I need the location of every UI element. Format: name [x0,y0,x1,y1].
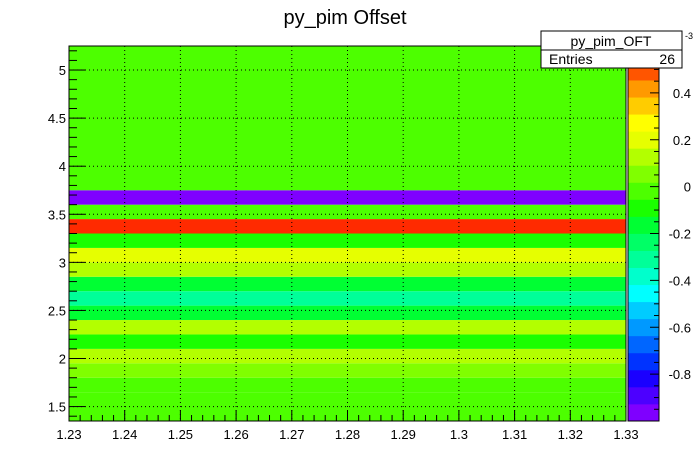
x-tick-label: 1.23 [56,427,81,442]
y-tick-label: 1.5 [48,400,66,415]
colorbar-tick-label: -0.2 [669,227,691,242]
heatmap-band [69,204,626,220]
colorbar-segment [628,233,659,251]
color-palette-axis: 0.4 0.2 0 -0.2 -0.4 -0.6 -0.8 -3 [627,31,693,422]
colorbar-segment [628,335,659,354]
y-tick-label: 4.5 [48,111,66,126]
colorbar-tick-label: 0 [684,180,691,195]
heatmap-band [69,190,626,205]
heatmap-band [69,305,626,321]
heatmap-band [69,233,626,248]
colorbar-tick-label: -0.8 [669,367,691,382]
stats-histogram-name: py_pim_OFT [571,33,652,49]
y-axis: 1.5 2 2.5 3 3.5 4 4.5 5 [48,50,85,417]
colorbar-segment [628,284,659,303]
y-tick-label: 2.5 [48,303,66,318]
colorbar-segment [628,97,659,115]
colorbar-segment [628,131,659,149]
x-tick-label: 1.3 [450,427,468,442]
heatmap-band [69,377,626,393]
colorbar-segment [628,352,659,371]
x-tick-label: 1.29 [391,427,416,442]
colorbar-segment [628,199,659,217]
colorbar-segment [628,318,659,337]
colorbar-tick-label: 0.4 [673,86,691,101]
colorbar-tick-label: -0.4 [669,273,691,288]
colorbar-segment [628,369,659,388]
colorbar-segment [628,165,659,183]
x-tick-label: 1.27 [279,427,304,442]
x-tick-label: 1.26 [223,427,248,442]
y-tick-label: 2 [59,352,66,367]
colorbar-tick-label: 0.2 [673,133,691,148]
heatmap-band [69,320,626,335]
heatmap-band [69,276,626,292]
colorbar-segment [628,301,659,320]
y-tick-label: 4 [59,159,66,174]
colorbar-segment [628,182,659,200]
chart-title: py_pim Offset [283,7,406,29]
heatmap-band [69,334,626,349]
x-tick-label: 1.24 [112,427,137,442]
colorbar-segment [628,114,659,132]
colorbar-segment [628,250,659,268]
x-tick-label: 1.33 [613,427,638,442]
stats-entries-label: Entries [549,51,593,67]
colorbar-tick-label: -0.6 [669,320,691,335]
x-axis: 1.23 1.24 1.25 1.26 1.27 1.28 1.29 1.3 1.31 1.32 1… [56,410,639,442]
colorbar-segment [628,403,659,422]
colorbar-exponent: -3 [685,31,693,41]
stats-entries-value: 26 [659,51,675,67]
x-tick-label: 1.28 [335,427,360,442]
y-tick-label: 5 [59,63,66,78]
stats-box: py_pim_OFT Entries 26 [540,30,683,69]
colorbar-segment [628,386,659,405]
colorbar-segment [628,216,659,234]
heatmap-band [69,247,626,263]
x-tick-label: 1.32 [558,427,583,442]
colorbar-segment [628,148,659,166]
y-tick-label: 3.5 [48,207,66,222]
x-tick-label: 1.25 [168,427,193,442]
colorbar-segment [628,267,659,286]
heatmap-band [69,348,626,364]
heatmap-band [69,262,626,277]
colorbar-segment [628,80,659,98]
y-tick-label: 3 [59,255,66,270]
x-tick-label: 1.31 [502,427,527,442]
grid-lines [69,46,626,421]
